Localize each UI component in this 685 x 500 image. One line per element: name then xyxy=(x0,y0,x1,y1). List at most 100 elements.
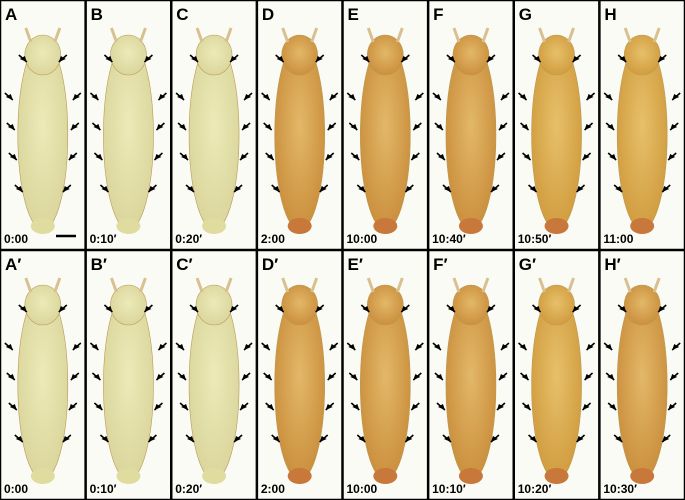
arrow-head xyxy=(101,186,109,192)
arrow-head xyxy=(447,56,455,62)
arrow-head xyxy=(521,124,529,130)
arrow-head xyxy=(533,306,541,312)
pupa-tail xyxy=(202,468,227,484)
time-label: 0:10′ xyxy=(90,482,117,496)
time-label: 0:00 xyxy=(4,482,28,496)
arrow-head xyxy=(529,186,537,192)
arrow-head xyxy=(179,124,187,130)
arrow-head xyxy=(405,436,413,442)
pupa-head xyxy=(281,34,318,76)
arrow-head xyxy=(496,154,504,160)
panel-border xyxy=(342,0,429,251)
time-label: 0:20′ xyxy=(175,482,202,496)
arrow-head xyxy=(533,56,541,62)
arrow-head xyxy=(154,404,162,410)
arrow-head xyxy=(529,436,537,442)
arrow-head xyxy=(658,306,666,312)
arrow-head xyxy=(435,374,443,380)
pupa-head xyxy=(367,34,404,76)
arrow-head xyxy=(401,306,409,312)
arrow-head xyxy=(5,94,13,100)
arrow-head xyxy=(240,154,248,160)
arrow-head xyxy=(105,306,113,312)
arrow-head xyxy=(415,94,423,100)
arrow-head xyxy=(262,94,270,100)
arrow-head xyxy=(264,374,272,380)
pupa-horns xyxy=(623,27,661,43)
arrow-head xyxy=(411,154,419,160)
arrow-head xyxy=(668,154,676,160)
arrow-head xyxy=(500,344,508,350)
arrow-head xyxy=(662,186,670,192)
arrow-head xyxy=(319,186,327,192)
arrow-head xyxy=(523,404,531,410)
arrow-head xyxy=(244,94,252,100)
arrow-head xyxy=(91,344,99,350)
arrow-head xyxy=(615,186,623,192)
pupa-horns xyxy=(110,277,147,293)
pupa-head xyxy=(195,34,233,76)
pupa-head xyxy=(623,34,661,76)
arrow-head xyxy=(327,374,335,380)
panel: A′ 0:00 xyxy=(0,249,86,500)
arrow-head xyxy=(325,404,333,410)
arrow-head xyxy=(586,344,594,350)
time-label: 0:00 xyxy=(4,232,28,246)
arrow-head xyxy=(572,56,580,62)
arrow-head xyxy=(5,344,13,350)
arrow-head xyxy=(19,56,27,62)
time-label: 10:30′ xyxy=(603,482,637,496)
arrow-head xyxy=(490,186,498,192)
arrow-head xyxy=(411,404,419,410)
arrow-head xyxy=(500,94,508,100)
arrow-head xyxy=(362,56,370,62)
time-label: 10:10′ xyxy=(432,482,466,496)
arrow-head xyxy=(191,56,199,62)
arrow-head xyxy=(62,436,70,442)
arrow-head xyxy=(576,186,584,192)
arrow-head xyxy=(519,344,527,350)
arrow-head xyxy=(605,344,613,350)
arrow-head xyxy=(329,344,337,350)
arrow-head xyxy=(443,186,451,192)
pupa-horns xyxy=(366,277,404,293)
pupa-head xyxy=(281,284,318,326)
pupa-horns xyxy=(452,277,490,293)
pupa-head xyxy=(110,284,147,326)
pupa-tail xyxy=(458,218,483,234)
arrow-head xyxy=(144,56,152,62)
arrow-head xyxy=(93,124,101,130)
arrow-head xyxy=(358,186,366,192)
panel-border xyxy=(513,0,600,251)
arrow-head xyxy=(521,374,529,380)
arrow-head xyxy=(234,186,242,192)
pupa-horns xyxy=(195,27,233,43)
arrow-head xyxy=(572,306,580,312)
arrow-head xyxy=(177,94,185,100)
arrow-head xyxy=(144,306,152,312)
pupa-horns xyxy=(538,277,575,293)
panel: F′ 10:10′ xyxy=(427,249,514,500)
panel-label: C xyxy=(176,5,188,24)
panel-label: D xyxy=(262,5,274,24)
arrow-head xyxy=(15,186,23,192)
pupa-head xyxy=(110,34,147,76)
arrow-head xyxy=(181,404,189,410)
arrow-head xyxy=(619,56,627,62)
arrow-head xyxy=(15,436,23,442)
arrow-head xyxy=(148,436,156,442)
arrow-head xyxy=(496,404,504,410)
arrow-head xyxy=(415,344,423,350)
panel-label: G xyxy=(519,5,532,24)
arrow-head xyxy=(156,124,164,130)
arrow-head xyxy=(348,344,356,350)
pupa-horns xyxy=(538,27,575,43)
arrow-head xyxy=(519,94,527,100)
panel-label: D′ xyxy=(262,255,278,274)
arrow-head xyxy=(158,94,166,100)
panel-border xyxy=(427,0,514,251)
arrow-head xyxy=(668,404,676,410)
arrow-head xyxy=(230,306,238,312)
pupa-head xyxy=(195,284,233,326)
time-label: 0:20′ xyxy=(175,232,202,246)
